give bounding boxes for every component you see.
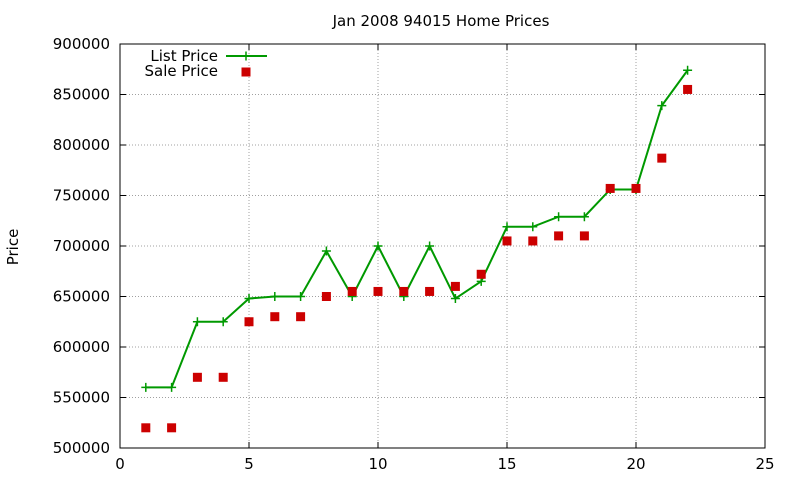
legend: List Price Sale Price bbox=[145, 47, 267, 80]
list-price-point bbox=[218, 317, 228, 327]
sale-price-point bbox=[631, 183, 641, 193]
list-price-point bbox=[270, 292, 280, 301]
list-price-point bbox=[502, 222, 512, 232]
x-tick-label: 15 bbox=[497, 455, 516, 473]
sale-price-point bbox=[554, 231, 564, 241]
y-axis-label: Price bbox=[4, 229, 22, 266]
legend-label-list-price: List Price bbox=[150, 47, 218, 65]
x-tick-label: 5 bbox=[244, 455, 254, 473]
data-series bbox=[141, 65, 693, 433]
y-tick-label: 650000 bbox=[53, 288, 110, 306]
sale-price-point bbox=[476, 269, 486, 279]
list-price-point bbox=[657, 101, 667, 111]
list-price-point bbox=[683, 65, 693, 75]
sale-price-point bbox=[657, 153, 667, 163]
sale-price-point bbox=[192, 372, 202, 382]
legend-marker-sale-price bbox=[241, 67, 251, 77]
legend-marker-list-price bbox=[241, 51, 251, 61]
sale-price-point bbox=[683, 84, 693, 94]
list-price-point bbox=[373, 241, 383, 251]
y-tick-label: 600000 bbox=[53, 338, 110, 356]
x-tick-label: 10 bbox=[368, 455, 387, 473]
list-price-point bbox=[321, 246, 331, 256]
sale-price-point bbox=[425, 286, 435, 296]
y-tick-label: 800000 bbox=[53, 136, 110, 154]
sale-price-point bbox=[373, 286, 383, 296]
y-tick-label: 900000 bbox=[53, 35, 110, 53]
sale-price-point bbox=[605, 183, 615, 193]
list-price-point bbox=[192, 317, 202, 327]
x-tick-label: 25 bbox=[755, 455, 774, 473]
legend-key-sale-price bbox=[241, 67, 251, 77]
sale-price-point bbox=[450, 281, 460, 291]
sale-price-point bbox=[167, 423, 177, 433]
list-price-point bbox=[167, 382, 177, 392]
sale-price-point bbox=[218, 372, 228, 382]
sale-price-point bbox=[321, 292, 331, 301]
sale-price-point bbox=[296, 312, 306, 322]
y-tick-label: 850000 bbox=[53, 86, 110, 104]
sale-price-point bbox=[141, 423, 151, 433]
y-tick-label: 700000 bbox=[53, 237, 110, 255]
list-price-point bbox=[425, 241, 435, 251]
sale-price-point bbox=[502, 236, 512, 246]
list-price-point bbox=[450, 294, 460, 304]
list-price-line bbox=[145, 69, 689, 389]
y-tick-label: 500000 bbox=[53, 439, 110, 457]
axis-ticks: 0 5 10 15 20 25 500000 550000 600000 650000 700000… bbox=[53, 35, 775, 473]
sale-price-point bbox=[347, 286, 357, 296]
grid bbox=[120, 44, 765, 448]
sale-price-point bbox=[244, 317, 254, 327]
sale-price-point bbox=[528, 236, 538, 246]
x-tick-label: 20 bbox=[626, 455, 645, 473]
y-tick-label: 550000 bbox=[53, 389, 110, 407]
list-price-point bbox=[141, 382, 151, 392]
legend-label-sale-price: Sale Price bbox=[145, 62, 218, 80]
list-price-point bbox=[528, 222, 538, 232]
y-tick-label: 750000 bbox=[53, 187, 110, 205]
chart-title: Jan 2008 94015 Home Prices bbox=[332, 12, 550, 30]
x-tick-label: 0 bbox=[115, 455, 125, 473]
list-price-point bbox=[554, 212, 564, 222]
sale-price-point bbox=[270, 312, 280, 322]
list-price-point bbox=[296, 292, 306, 301]
list-price-point bbox=[244, 294, 254, 304]
sale-price-point bbox=[579, 231, 589, 241]
sale-price-point bbox=[399, 286, 409, 296]
list-price-point bbox=[579, 212, 589, 222]
legend-key-list-price bbox=[226, 51, 267, 61]
